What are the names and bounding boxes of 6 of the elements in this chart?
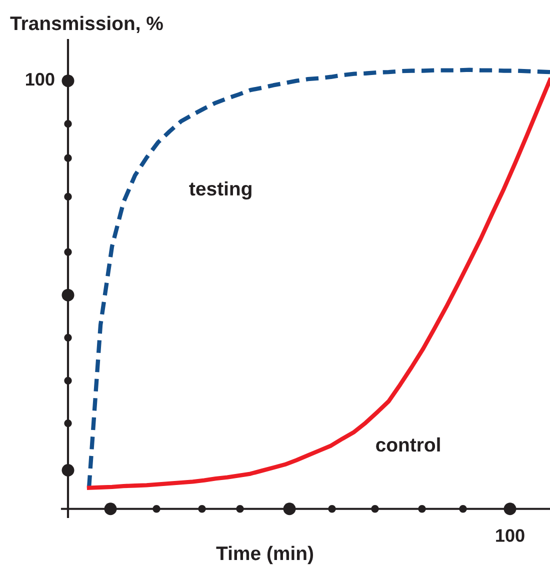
y-axis-title: Transmission, % — [10, 16, 163, 34]
series-label: control — [376, 437, 440, 452]
text: testing — [189, 181, 252, 200]
x-axis-title: Time (min) — [216, 546, 314, 564]
text: 100 — [496, 529, 524, 542]
text: 100 — [26, 72, 54, 86]
